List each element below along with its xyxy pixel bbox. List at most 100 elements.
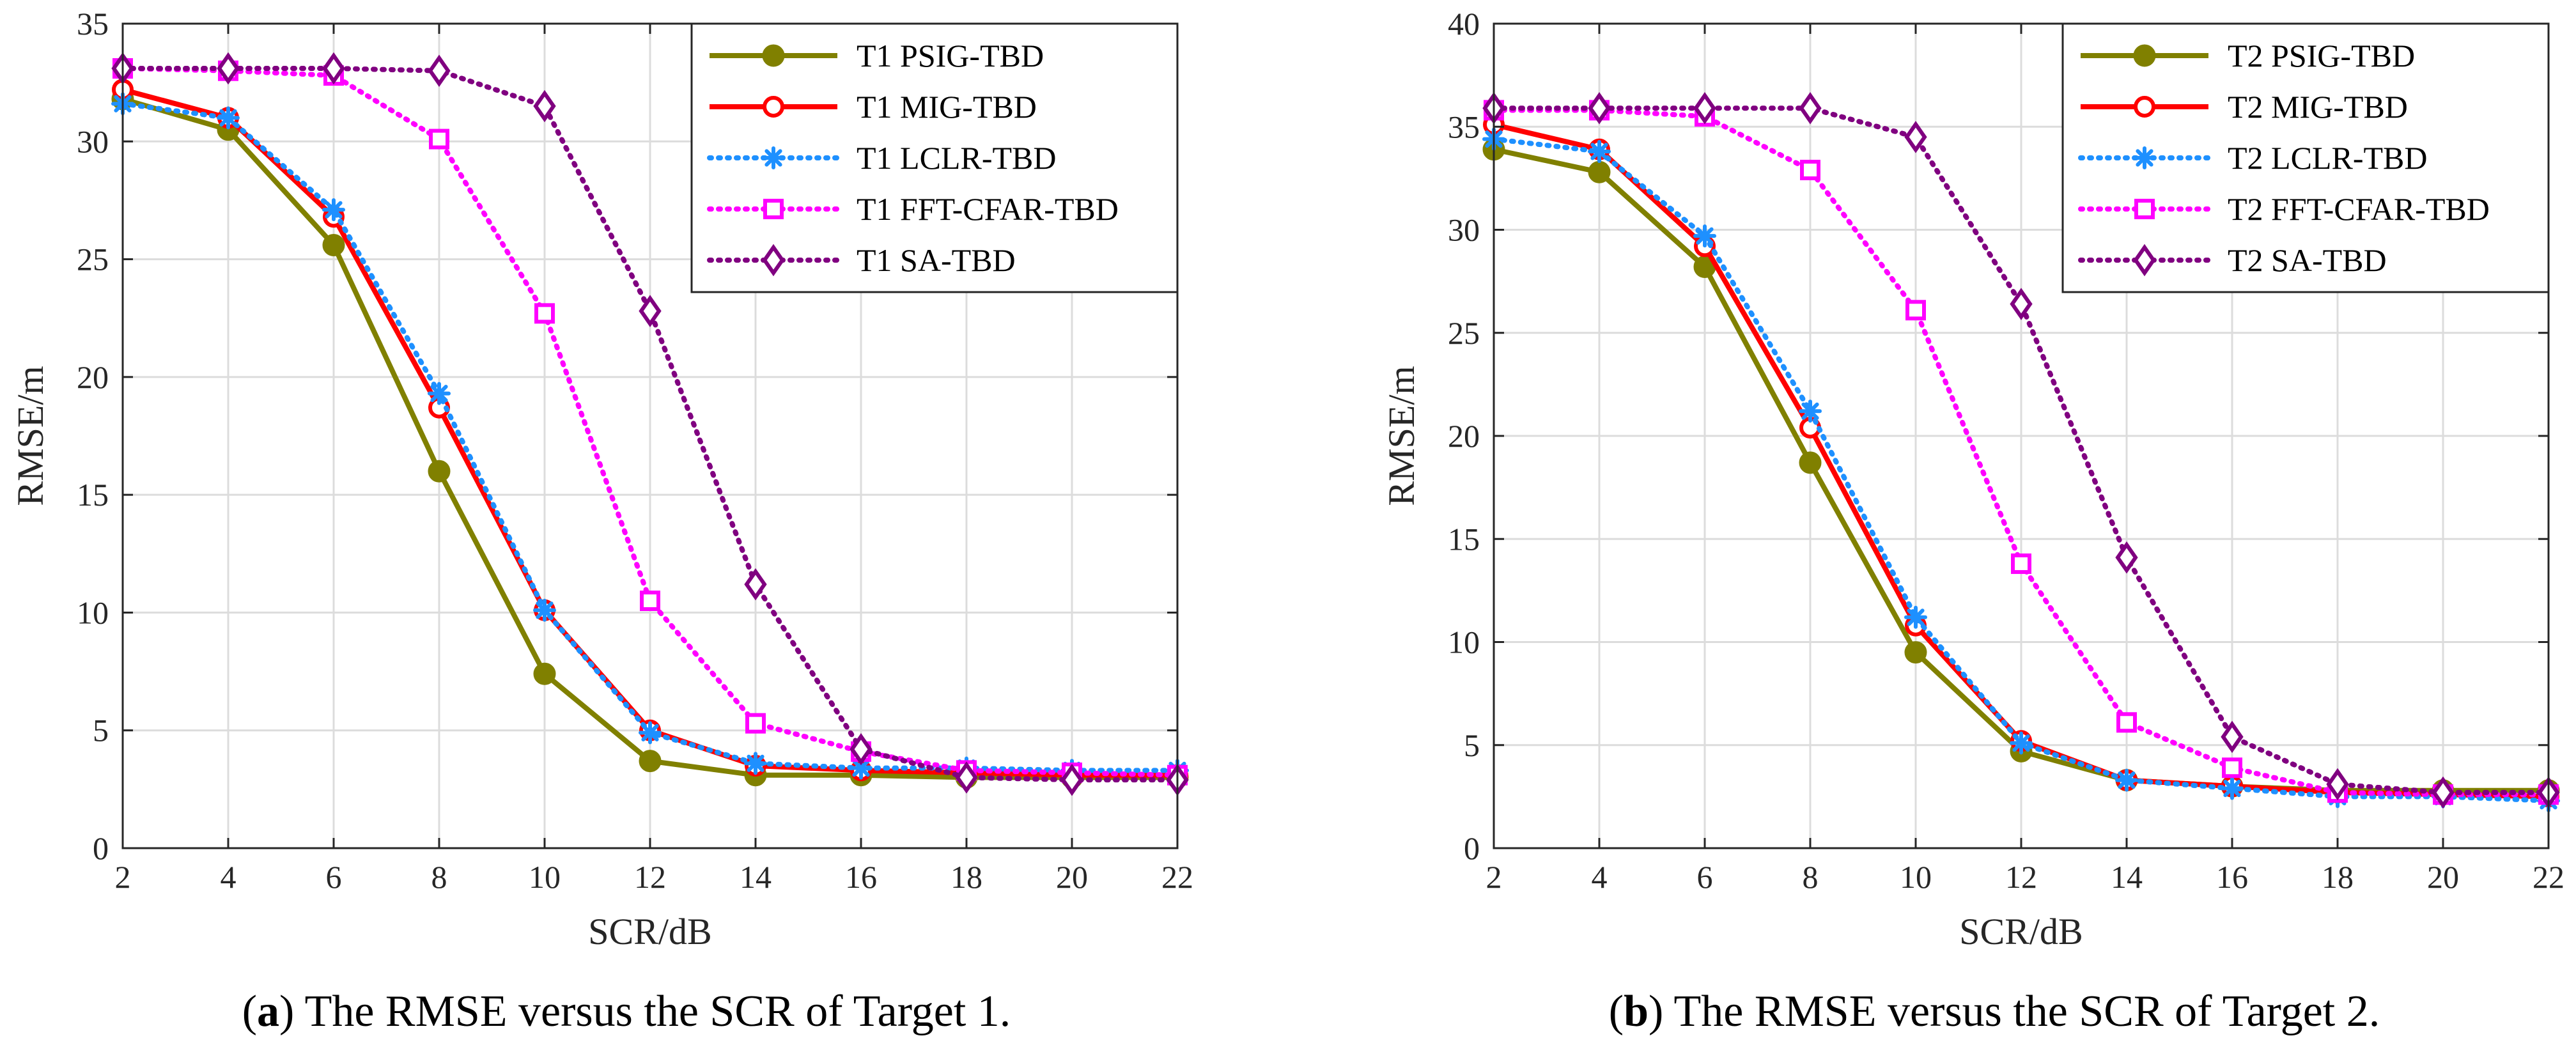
legend-entry-t2-mig-tbd: T2 MIG-TBD (2081, 89, 2408, 125)
data-point (1588, 160, 1611, 183)
legend-label: T2 SA-TBD (2228, 242, 2387, 278)
x-tick-label: 6 (1697, 859, 1713, 895)
data-point (639, 750, 662, 773)
y-tick-label: 30 (1448, 212, 1480, 248)
caption-letter: a (257, 987, 279, 1036)
y-tick-label: 5 (93, 713, 109, 748)
series-t1-sa-tbd (111, 52, 1189, 796)
x-tick-label: 4 (221, 859, 237, 895)
data-point (534, 303, 555, 324)
x-tick-label: 12 (634, 859, 666, 895)
data-point (1693, 224, 1716, 248)
y-tick-label: 25 (1448, 315, 1480, 351)
legend-entry-t1-sa-tbd: T1 SA-TBD (707, 242, 1016, 278)
data-point (2115, 768, 2138, 792)
y-tick-label: 15 (77, 477, 109, 513)
data-point (2432, 776, 2455, 809)
data-point (745, 713, 766, 734)
legend-marker (2134, 199, 2155, 219)
legend-marker (763, 199, 784, 219)
y-tick-label: 0 (93, 830, 109, 866)
x-tick-label: 2 (1486, 859, 1502, 895)
series-layer (1482, 91, 2560, 812)
x-tick-label: 16 (2216, 859, 2248, 895)
x-tick-label: 18 (950, 859, 982, 895)
series-line (1491, 105, 2551, 795)
legend-entry-t1-fft-cfar-tbd: T1 FFT-CFAR-TBD (707, 191, 1119, 227)
legend-label: T2 LCLR-TBD (2228, 140, 2427, 176)
data-point (533, 662, 556, 685)
x-tick-label: 14 (2111, 859, 2143, 895)
legend-marker (2133, 244, 2156, 277)
legend-entry-t2-psig-tbd: T2 PSIG-TBD (2081, 38, 2415, 74)
data-point (1904, 641, 1927, 664)
tick-labels: 2 4 6 8 10 12 14 16 18 20 22 0 5 10 15 20 25 30 35 40 (1448, 6, 2564, 895)
figure-caption-a: (a) The RMSE versus the SCR of Target 1. (242, 987, 1011, 1036)
data-point (2221, 777, 2244, 800)
data-point (428, 382, 451, 405)
data-point (2326, 768, 2349, 801)
y-tick-label: 40 (1448, 6, 1480, 42)
data-point (744, 752, 767, 775)
legend-marker (2133, 44, 2156, 67)
legend-marker (762, 44, 785, 67)
y-axis-label: RMSE/m (1381, 366, 1422, 506)
data-point (533, 89, 556, 123)
legend-marker (763, 96, 784, 118)
x-tick-label: 4 (1592, 859, 1608, 895)
x-tick-label: 16 (845, 859, 877, 895)
data-point (322, 198, 345, 222)
y-tick-label: 0 (1464, 830, 1480, 866)
legend: T2 PSIG-TBD T2 MIG-TBD T2 LCLR-TBD T2 FFT-C… (2061, 22, 2550, 293)
data-point (2116, 712, 2137, 733)
x-tick-label: 20 (2427, 859, 2459, 895)
legend-label: T2 PSIG-TBD (2228, 38, 2415, 74)
legend-label: T1 FFT-CFAR-TBD (857, 191, 1119, 227)
legend-entry-t2-fft-cfar-tbd: T2 FFT-CFAR-TBD (2078, 191, 2490, 227)
data-point (1588, 91, 1611, 125)
legend-entry-t1-psig-tbd: T1 PSIG-TBD (710, 38, 1044, 74)
data-point (1060, 763, 1083, 796)
x-tick-label: 22 (1161, 859, 1193, 895)
x-tick-label: 10 (529, 859, 561, 895)
data-point (640, 591, 660, 611)
data-point (744, 568, 767, 601)
data-point (2222, 757, 2242, 778)
figure-caption-b: (b) The RMSE versus the SCR of Target 2. (1609, 987, 2380, 1036)
data-point (2115, 541, 2138, 574)
caption-text: ) The RMSE versus the SCR of Target 2. (1649, 987, 2380, 1036)
legend-marker (2134, 96, 2155, 118)
caption-letter: b (1624, 987, 1649, 1036)
data-point (1799, 399, 1822, 423)
data-point (217, 52, 240, 85)
caption-open-paren: ( (242, 987, 257, 1036)
data-point (428, 460, 451, 483)
data-point (322, 52, 345, 85)
legend-label: T1 PSIG-TBD (857, 38, 1044, 74)
data-point (2010, 288, 2033, 320)
legend: T1 PSIG-TBD T1 MIG-TBD T1 LCLR-TBD T1 FFT-C… (690, 22, 1179, 293)
y-tick-label: 30 (77, 123, 109, 159)
x-tick-label: 6 (326, 859, 342, 895)
data-point (1904, 121, 1927, 153)
data-point (1588, 139, 1611, 163)
x-tick-label: 18 (2322, 859, 2354, 895)
data-point (322, 233, 345, 256)
data-point (850, 732, 873, 766)
data-point (428, 54, 451, 87)
y-tick-label: 25 (77, 242, 109, 277)
data-point (1800, 159, 1820, 180)
legend-marker (762, 244, 785, 277)
legend-label: T1 SA-TBD (857, 242, 1016, 278)
x-tick-label: 10 (1900, 859, 1932, 895)
x-tick-label: 14 (740, 859, 772, 895)
legend-entry-t1-mig-tbd: T1 MIG-TBD (710, 89, 1037, 125)
data-point (2010, 731, 2033, 755)
x-tick-label: 2 (115, 859, 131, 895)
x-tick-label: 22 (2533, 859, 2564, 895)
y-tick-label: 35 (1448, 109, 1480, 144)
data-point (533, 598, 556, 622)
data-point (2221, 720, 2244, 754)
